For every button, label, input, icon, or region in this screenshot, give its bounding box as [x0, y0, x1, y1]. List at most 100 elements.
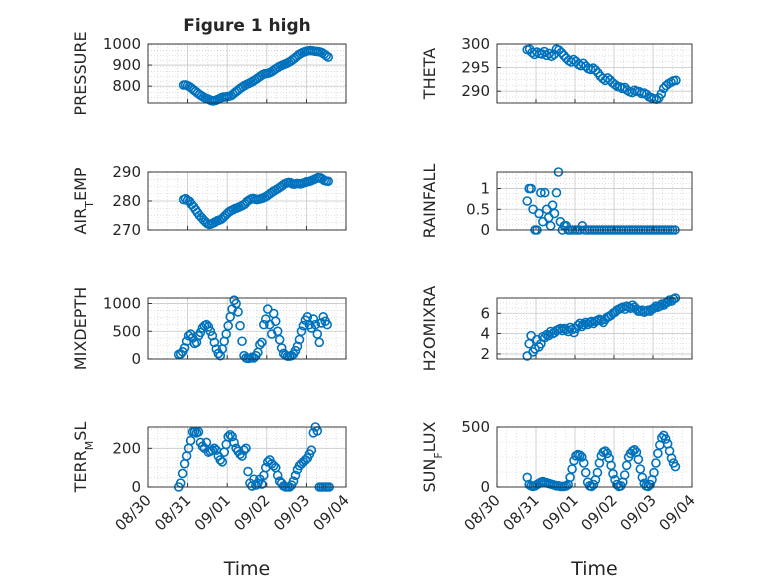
y-tick-label: 800 [112, 77, 141, 95]
data-point [544, 48, 554, 59]
data-point [635, 464, 646, 474]
data-point [268, 460, 279, 471]
y-tick-label: 290 [461, 82, 490, 100]
y-tick-label: 4 [480, 325, 490, 343]
data-point [290, 345, 301, 356]
data-point [671, 75, 681, 86]
data-point [181, 451, 192, 461]
y-axis-label: PRESSURE [71, 31, 90, 115]
data-point [207, 445, 218, 456]
y-axis-label-base: AIR [71, 208, 90, 235]
data-point [577, 452, 587, 462]
data-point [306, 445, 317, 456]
data-point [237, 451, 247, 461]
y-tick-label: 0 [480, 478, 490, 496]
data-point [209, 443, 220, 454]
data-point [656, 89, 667, 99]
data-point [243, 466, 253, 477]
data-point [592, 467, 603, 478]
data-point [215, 455, 226, 465]
data-point [203, 322, 214, 332]
data-point [227, 431, 237, 442]
data-point [308, 314, 319, 324]
data-point [288, 476, 299, 486]
y-axis-label: MIXDEPTH [71, 287, 90, 370]
y-axis-label-tail: LUX [420, 421, 439, 452]
data-point [554, 45, 564, 55]
axes-box [496, 171, 693, 231]
data-point [658, 83, 669, 94]
y-axis-label-sub: T [83, 201, 96, 209]
data-point [205, 326, 216, 337]
data-point [590, 65, 601, 75]
data-point [649, 467, 659, 478]
y-axis-label-base: H2OMIXRA [420, 286, 439, 372]
data-point [207, 330, 218, 341]
panel-1: 290 295 300 THETA [420, 35, 693, 105]
x-tick-label: 09/03 [617, 491, 660, 534]
data-point [656, 432, 667, 443]
x-tick-label: 08/30 [461, 491, 504, 534]
data-point [235, 320, 245, 331]
data-point [191, 337, 202, 348]
data-point [555, 323, 566, 334]
data-point [600, 446, 611, 456]
data-point [670, 461, 681, 472]
x-tick-label: 09/02 [230, 491, 273, 534]
data-point [314, 337, 325, 348]
x-tick-label: 09/04 [310, 491, 353, 534]
data-point [621, 460, 632, 471]
data-point [565, 472, 575, 483]
x-axis-title: Time [223, 558, 271, 580]
data-point [549, 208, 560, 219]
data-point [536, 187, 546, 198]
y-tick-label: 0.5 [466, 200, 490, 218]
data-point [215, 350, 226, 361]
data-point [567, 464, 577, 474]
data-point [257, 479, 267, 489]
axes-box [496, 43, 693, 104]
y-tick-label: 300 [461, 35, 490, 53]
data-point [270, 316, 281, 327]
y-tick-label: 290 [112, 163, 141, 181]
data-point [653, 448, 663, 459]
data-point [551, 187, 562, 198]
data-point [534, 208, 544, 219]
data-point [201, 437, 212, 448]
data-point [323, 176, 333, 187]
y-axis-label-base: RAINFALL [420, 164, 439, 239]
data-point [558, 50, 569, 61]
y-tick-label: 0 [131, 350, 141, 368]
data-point [619, 470, 630, 480]
data-point [233, 307, 243, 317]
y-axis-label-base: THETA [420, 48, 439, 100]
data-point [557, 325, 568, 336]
data-point [322, 319, 332, 330]
y-tick-label: 200 [112, 439, 141, 457]
data-point [666, 453, 677, 464]
x-axis-title: Time [570, 558, 618, 580]
y-axis-label-tail: SL [71, 422, 90, 441]
data-point [633, 454, 644, 465]
data-point [578, 58, 589, 69]
data-point [602, 448, 612, 459]
axes-box [147, 43, 347, 104]
axes-box [147, 426, 347, 488]
data-point [229, 437, 239, 448]
y-tick-label: 2 [480, 345, 490, 363]
data-point [241, 443, 251, 454]
y-tick-label: 0 [480, 221, 490, 239]
data-point [310, 319, 321, 330]
data-point [292, 341, 303, 352]
data-point [588, 63, 598, 73]
data-point [573, 320, 583, 331]
y-axis-label-base: SUN [420, 459, 439, 493]
data-point [239, 445, 249, 456]
panel-2: 270 280 290 AIRTEMP [71, 163, 347, 239]
data-point [223, 320, 233, 331]
data-point [522, 196, 533, 206]
data-point [568, 54, 579, 65]
data-point [237, 336, 247, 347]
data-point [580, 467, 591, 478]
